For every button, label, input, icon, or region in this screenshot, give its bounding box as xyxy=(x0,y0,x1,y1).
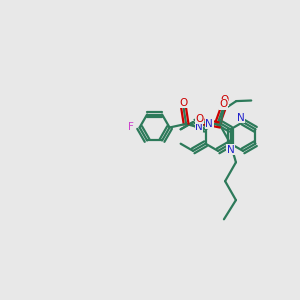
Text: O: O xyxy=(220,95,228,105)
Text: N: N xyxy=(237,112,244,123)
Text: N: N xyxy=(195,122,203,132)
Text: N: N xyxy=(227,145,234,155)
Text: O: O xyxy=(220,99,228,109)
Text: N: N xyxy=(205,119,213,129)
Text: O: O xyxy=(196,113,204,124)
Text: F: F xyxy=(128,122,134,133)
Text: O: O xyxy=(180,98,188,108)
